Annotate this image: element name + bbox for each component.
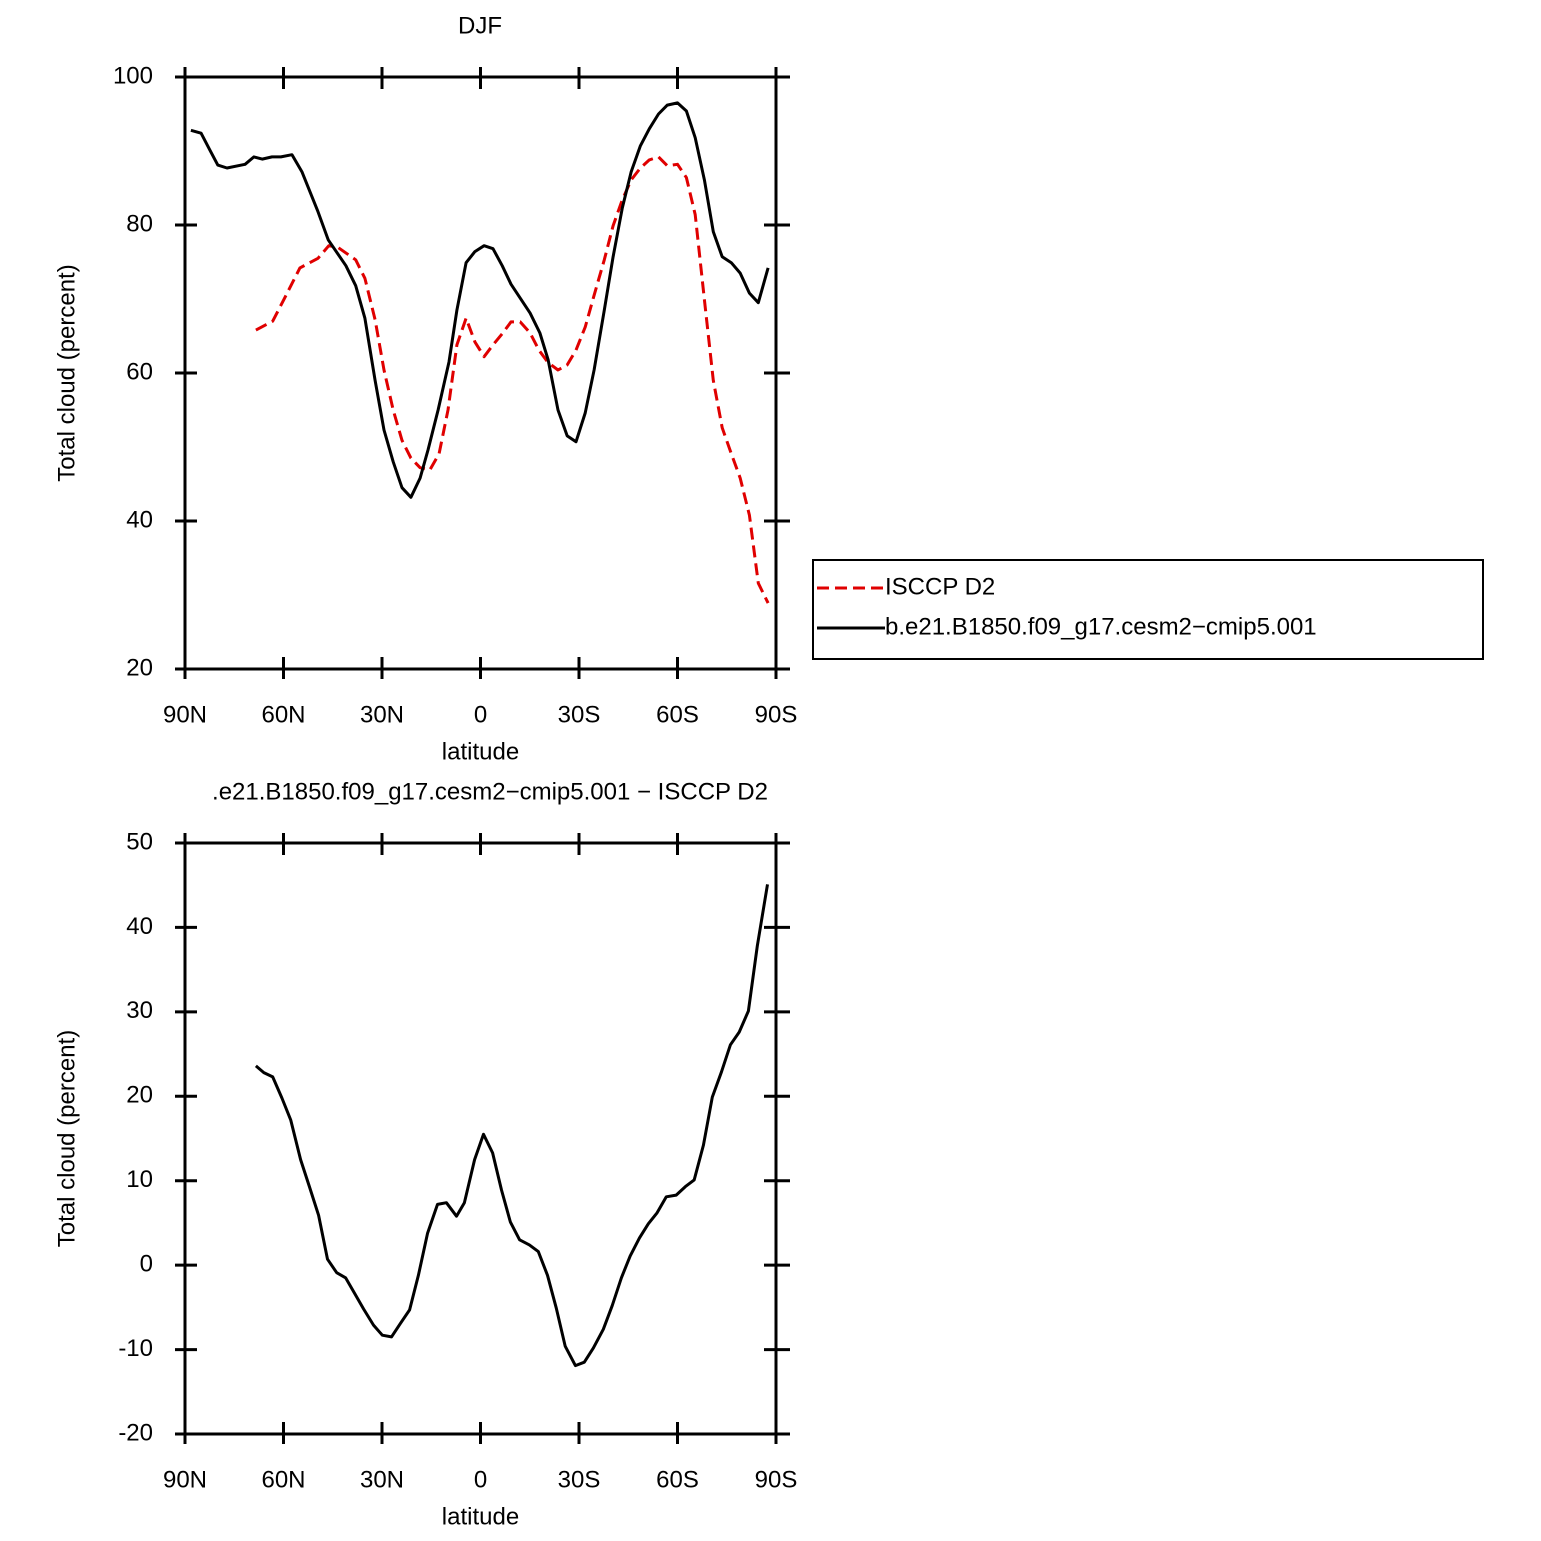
- legend-box: [812, 559, 1484, 660]
- series-line: [190, 101, 770, 499]
- series-line: [255, 155, 770, 604]
- x-tick-label: 30N: [360, 701, 404, 728]
- y-axis-label: Total cloud (percent): [53, 1030, 80, 1247]
- y-tick-label: -20: [118, 1419, 153, 1446]
- y-tick-label: 30: [126, 997, 153, 1024]
- y-axis-label: Total cloud (percent): [53, 264, 80, 481]
- series-line: [254, 884, 769, 1368]
- y-tick-label: 10: [126, 1166, 153, 1193]
- x-tick-label: 60N: [261, 701, 305, 728]
- x-tick-label: 0: [474, 701, 487, 728]
- y-tick-label: -10: [118, 1335, 153, 1362]
- chart-title: .e21.B1850.f09_g17.cesm2−cmip5.001 − ISC…: [212, 778, 768, 805]
- x-tick-label: 90N: [163, 1466, 207, 1493]
- x-tick-label: 90S: [755, 1466, 798, 1493]
- x-tick-label: 30S: [558, 701, 601, 728]
- y-tick-label: 40: [126, 913, 153, 940]
- y-tick-label: 60: [126, 358, 153, 385]
- y-tick-label: 80: [126, 210, 153, 237]
- y-tick-label: 50: [126, 828, 153, 855]
- plot-frame: [183, 75, 778, 671]
- x-tick-label: 0: [474, 1466, 487, 1493]
- y-tick-label: 100: [113, 62, 153, 89]
- x-tick-label: 30N: [360, 1466, 404, 1493]
- x-tick-label: 60S: [656, 1466, 699, 1493]
- x-tick-label: 60N: [261, 1466, 305, 1493]
- y-tick-label: 20: [126, 654, 153, 681]
- x-tick-label: 90S: [755, 701, 798, 728]
- y-tick-label: 20: [126, 1082, 153, 1109]
- x-axis-label: latitude: [442, 1503, 519, 1530]
- x-tick-label: 90N: [163, 701, 207, 728]
- chart-title: DJF: [458, 12, 502, 39]
- y-tick-label: 40: [126, 506, 153, 533]
- x-tick-label: 30S: [558, 1466, 601, 1493]
- x-axis-label: latitude: [442, 738, 519, 765]
- y-tick-label: 0: [140, 1250, 153, 1277]
- legend-label: ISCCP D2: [885, 573, 995, 600]
- x-tick-label: 60S: [656, 701, 699, 728]
- legend-label: b.e21.B1850.f09_g17.cesm2−cmip5.001: [885, 613, 1317, 640]
